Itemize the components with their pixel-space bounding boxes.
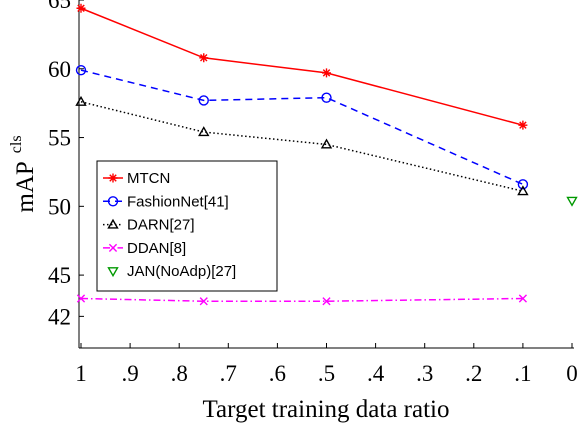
x-tick-label: .2 xyxy=(465,361,482,386)
legend-item-ddan-8: DDAN[8] xyxy=(103,240,186,257)
y-tick-label: 55 xyxy=(48,126,71,151)
data-point xyxy=(566,196,578,207)
legend-item-darn-27: DARN[27] xyxy=(103,217,195,234)
legend-item-fashionnet-41: FashionNet[41] xyxy=(103,193,229,210)
data-point xyxy=(199,53,209,63)
legend-label: FashionNet[41] xyxy=(127,193,229,210)
series-layer xyxy=(75,3,578,306)
x-tick-label: .4 xyxy=(367,361,385,386)
data-point xyxy=(517,185,529,196)
x-tick-label: .3 xyxy=(416,361,433,386)
legend-label: DDAN[8] xyxy=(127,240,186,257)
data-point xyxy=(108,243,118,252)
legend-item-jan-noadp-27: JAN(NoAdp)[27] xyxy=(107,263,236,280)
data-point xyxy=(76,294,86,303)
legend-label: DARN[27] xyxy=(127,217,195,234)
y-tick-label: 42 xyxy=(48,304,71,329)
data-point xyxy=(322,68,331,78)
data-point xyxy=(108,173,118,183)
x-tick-label: 0 xyxy=(566,361,578,386)
series-line xyxy=(80,7,524,126)
svg-text:mAPcls: mAP cls xyxy=(8,135,39,212)
y-ticks: 42 45 50 55 60 65 xyxy=(48,0,84,329)
data-point xyxy=(322,297,331,306)
series-line xyxy=(80,69,524,186)
x-axis-title: Target training data ratio xyxy=(203,396,450,423)
legend-item-mtcn: MTCN xyxy=(103,170,170,187)
y-tick-label: 50 xyxy=(48,194,71,219)
data-point xyxy=(518,120,528,130)
data-point xyxy=(198,126,210,137)
series-ddan-8 xyxy=(76,294,527,306)
series-mtcn xyxy=(76,3,528,130)
data-point xyxy=(199,297,208,306)
x-tick-label: .6 xyxy=(269,361,286,386)
data-point xyxy=(107,196,119,207)
data-point xyxy=(517,179,529,190)
x-tick-label: .1 xyxy=(514,361,531,386)
data-point xyxy=(321,92,332,103)
legend: MTCN FashionNet[41] DARN[27] DDAN[8] JAN(NoA… xyxy=(96,160,278,292)
legend-items: MTCN FashionNet[41] DARN[27] DDAN[8] JAN(NoA… xyxy=(103,170,236,280)
series-jan-noadp-27 xyxy=(566,196,578,207)
x-tick-label: .7 xyxy=(220,361,237,386)
data-point xyxy=(75,95,87,106)
data-point xyxy=(320,138,333,149)
y-axis-title-superscript: cls xyxy=(8,135,25,153)
series-line xyxy=(80,297,523,302)
legend-label: JAN(NoAdp)[27] xyxy=(127,263,236,280)
series-line xyxy=(80,101,524,192)
data-point xyxy=(198,95,209,106)
data-point xyxy=(107,267,119,278)
series-fashionnet-41 xyxy=(75,64,529,190)
x-ticks: 1 .9 .8 .7 .6 .5 .4 .3 .2 .1 0 xyxy=(75,343,578,386)
legend-label: MTCN xyxy=(127,170,170,187)
data-point xyxy=(76,3,86,13)
x-tick-label: 1 xyxy=(75,361,87,386)
series-darn-27 xyxy=(75,95,529,196)
legend-box xyxy=(96,160,278,292)
x-tick-label: .5 xyxy=(318,361,335,386)
x-tick-label: .8 xyxy=(171,361,188,386)
x-tick-label: .9 xyxy=(121,361,138,386)
data-point xyxy=(75,64,87,76)
y-axis-title-main: mAP xyxy=(12,161,39,212)
y-tick-label: 65 xyxy=(48,0,71,13)
y-axis-title: mAP cls xyxy=(8,135,39,212)
data-point xyxy=(107,218,119,229)
y-tick-label: 60 xyxy=(48,57,71,82)
y-tick-label: 45 xyxy=(48,263,71,288)
data-point xyxy=(518,294,527,303)
